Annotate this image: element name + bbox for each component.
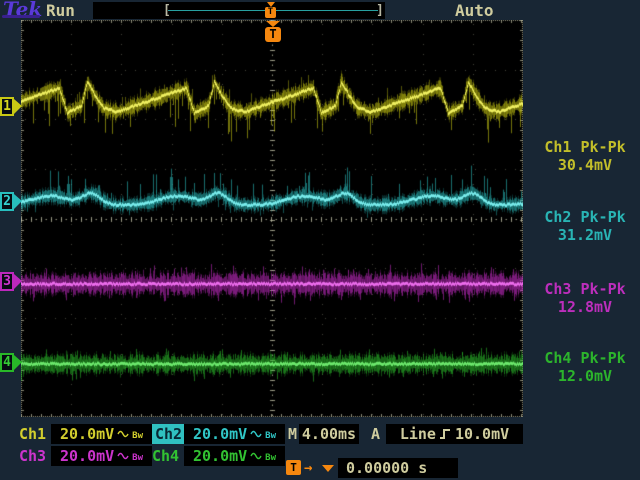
ch4-measurement: Ch4 Pk-Pk 12.0mV [530, 349, 640, 385]
delay-right-arrow-icon: → [304, 460, 313, 476]
ch2-scale-readout: 20.0mV Bw [184, 424, 285, 444]
ch4-ac-coupling-icon [250, 452, 262, 460]
ch2-ground-label: 2 [0, 192, 14, 211]
ch2-scale-value: 20.0mV [192, 425, 248, 443]
trigger-a-label: A [371, 425, 381, 443]
record-trigger-arrow-icon [267, 2, 275, 7]
ch2-ac-coupling-icon [250, 430, 262, 438]
ch3-scale-readout: 20.0mV Bw [51, 446, 152, 466]
ch2-measurement-label: Ch2 Pk-Pk [544, 208, 626, 226]
ch4-scale-readout: 20.0mV Bw [184, 446, 285, 466]
delay-down-triangle-icon [322, 465, 334, 472]
trigger-position-arrow-icon [266, 21, 280, 27]
ch3-ac-coupling-icon [117, 452, 129, 460]
ch4-ground-arrow-icon [14, 355, 22, 370]
ch4-measurement-value: 12.0mV [557, 367, 613, 385]
record-window-left-bracket: [ [163, 3, 171, 18]
trigger-position-t-icon: T [265, 27, 281, 42]
rising-edge-icon [439, 429, 450, 439]
ch3-measurement-value: 12.8mV [557, 298, 613, 316]
trigger-source-value: Line [399, 425, 436, 443]
record-view-bar[interactable]: [ ] T [93, 2, 385, 19]
ch3-measurement-label: Ch3 Pk-Pk [544, 280, 626, 298]
ch1-scale-readout: 20.0mV Bw [51, 424, 152, 444]
trigger-position-marker[interactable]: T [264, 20, 282, 43]
delay-trigger-t-icon: T [286, 460, 301, 475]
ch1-measurement-value: 30.4mV [557, 156, 613, 174]
ch2-measurement: Ch2 Pk-Pk 31.2mV [530, 208, 640, 244]
ch3-scale-value: 20.0mV [59, 447, 115, 465]
ch1-ground-label: 1 [0, 97, 14, 116]
timebase-readout: 4.00ms [299, 424, 359, 444]
trigger-level-value: 10.0mV [454, 425, 510, 443]
delay-time-readout: 0.00000 s [338, 458, 458, 478]
record-trigger-marker-icon[interactable]: T [265, 2, 277, 19]
graticule-display [21, 20, 523, 417]
trigger-readout: Line 10.0mV [386, 424, 523, 444]
ch1-ground-arrow-icon [14, 99, 22, 114]
ch3-ground-label: 3 [0, 272, 14, 291]
ch1-readout-label: Ch1 [19, 425, 47, 443]
record-window-right-bracket: ] [376, 3, 384, 18]
acquisition-status: Run [46, 1, 75, 20]
tek-logo-swoosh [2, 15, 40, 18]
ch1-scale-value: 20.0mV [59, 425, 115, 443]
ch3-ground-arrow-icon [14, 274, 22, 289]
ch4-bw-limit-label: Bw [265, 453, 277, 463]
ch3-readout-label: Ch3 [19, 447, 47, 465]
ch4-readout-label: Ch4 [152, 447, 180, 465]
ch1-measurement-label: Ch1 Pk-Pk [544, 138, 626, 156]
ch1-ac-coupling-icon [117, 430, 129, 438]
ch2-ground-arrow-icon [14, 194, 22, 209]
ch2-readout-label: Ch2 [152, 424, 186, 444]
ch2-measurement-value: 31.2mV [557, 226, 613, 244]
ch3-bw-limit-label: Bw [132, 453, 144, 463]
trigger-mode-status: Auto [455, 1, 494, 20]
ch4-scale-value: 20.0mV [192, 447, 248, 465]
record-trigger-t-icon: T [265, 7, 276, 18]
ch1-bw-limit-label: Bw [132, 431, 144, 441]
ch4-measurement-label: Ch4 Pk-Pk [544, 349, 626, 367]
ch4-ground-label: 4 [0, 353, 14, 372]
ch1-measurement: Ch1 Pk-Pk 30.4mV [530, 138, 640, 174]
timebase-value: 4.00ms [301, 425, 357, 443]
waveform-canvas [21, 20, 523, 417]
ch2-bw-limit-label: Bw [265, 431, 277, 441]
timebase-label: M [288, 425, 298, 443]
delay-time-value: 0.00000 s [346, 459, 428, 477]
ch3-measurement: Ch3 Pk-Pk 12.8mV [530, 280, 640, 316]
